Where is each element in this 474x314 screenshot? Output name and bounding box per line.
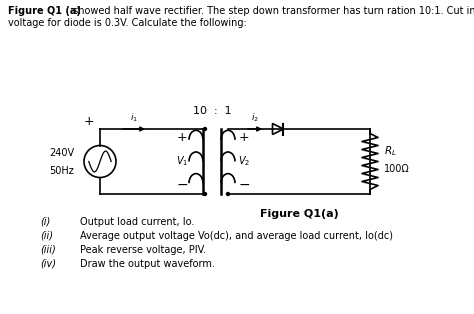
Text: (ii): (ii) (40, 231, 53, 241)
Text: Output load current, Io.: Output load current, Io. (80, 217, 194, 227)
Text: +: + (239, 131, 249, 144)
Text: −: − (238, 178, 250, 192)
Text: voltage for diode is 0.3V. Calculate the following:: voltage for diode is 0.3V. Calculate the… (8, 18, 247, 28)
Circle shape (203, 192, 207, 196)
Text: $i_2$: $i_2$ (251, 111, 259, 124)
Text: Draw the output waveform.: Draw the output waveform. (80, 259, 215, 269)
Text: 50Hz: 50Hz (50, 165, 74, 176)
Circle shape (227, 192, 229, 196)
Text: Figure Q1 (a): Figure Q1 (a) (8, 6, 81, 16)
Text: showed half wave rectifier. The step down transformer has turn ration 10:1. Cut : showed half wave rectifier. The step dow… (70, 6, 474, 16)
Text: $i_1$: $i_1$ (130, 111, 138, 124)
Text: (iii): (iii) (40, 245, 56, 255)
Text: Average output voltage Vo(dc), and average load current, Io(dc): Average output voltage Vo(dc), and avera… (80, 231, 393, 241)
Text: Figure Q1(a): Figure Q1(a) (260, 209, 338, 219)
Text: 100Ω: 100Ω (384, 165, 410, 175)
Text: 10  :  1: 10 : 1 (193, 106, 231, 116)
Text: +: + (177, 131, 187, 144)
Text: $V_2$: $V_2$ (238, 154, 250, 168)
Text: +: + (83, 115, 94, 128)
Text: (i): (i) (40, 217, 50, 227)
Text: (iv): (iv) (40, 259, 56, 269)
Circle shape (203, 127, 207, 131)
Text: −: − (176, 178, 188, 192)
Text: 240V: 240V (49, 148, 74, 158)
Text: $V_1$: $V_1$ (176, 154, 188, 168)
Text: $R_L$: $R_L$ (384, 145, 397, 158)
Text: Peak reverse voltage, PIV.: Peak reverse voltage, PIV. (80, 245, 206, 255)
